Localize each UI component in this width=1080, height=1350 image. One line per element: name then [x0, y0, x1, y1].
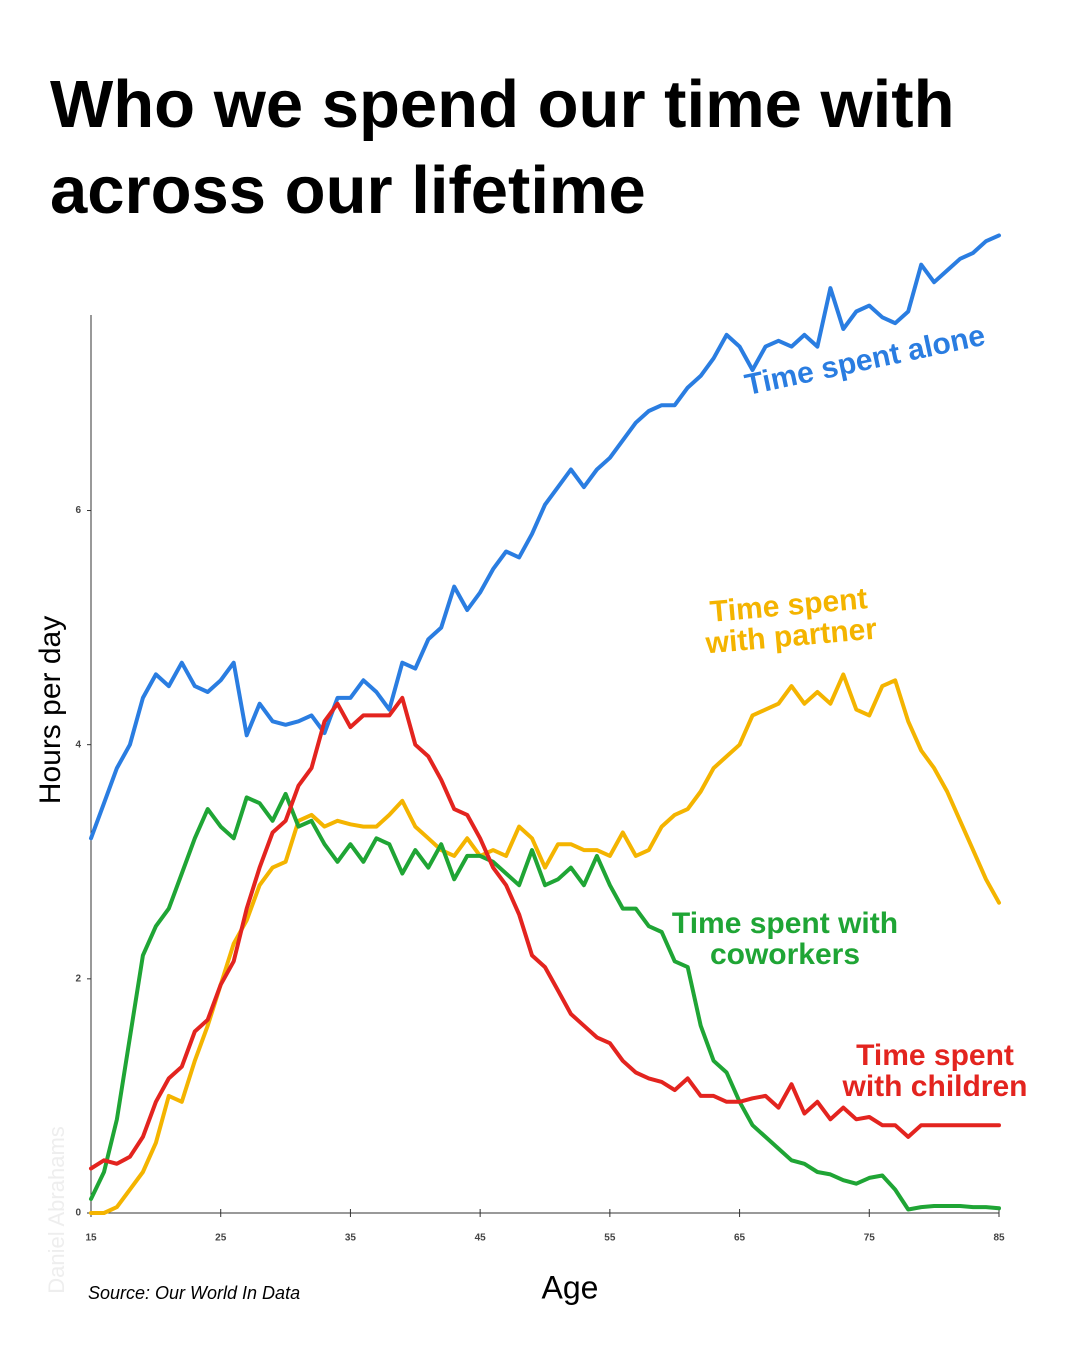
x-tick-label: 55	[604, 1233, 616, 1244]
y-tick-label: 6	[75, 505, 81, 516]
x-tick-label: 75	[864, 1233, 876, 1244]
x-tick-label: 65	[734, 1233, 746, 1244]
series-label: Time spent with coworkers	[671, 907, 899, 971]
y-tick-label: 4	[75, 739, 81, 750]
x-axis-label: Age	[542, 1269, 599, 1305]
y-tick-label: 0	[75, 1208, 81, 1219]
chart-title: Who we spend our time with across our li…	[50, 67, 955, 228]
series-line	[89, 233, 1001, 841]
x-tick-label: 85	[993, 1233, 1005, 1244]
source: Source: Our World In Data	[88, 1283, 300, 1303]
x-tick-label: 45	[475, 1233, 487, 1244]
series-line	[89, 695, 1001, 1171]
x-tick-label: 35	[345, 1233, 357, 1244]
y-tick-label: 2	[75, 973, 81, 984]
x-tick-label: 15	[85, 1233, 97, 1244]
series-label: Time spent with children	[842, 1039, 1028, 1103]
y-axis-label: Hours per day	[34, 616, 67, 804]
series-line	[89, 791, 1001, 1212]
credit: Daniel Abrahams	[44, 1126, 69, 1294]
x-tick-label: 25	[215, 1233, 227, 1244]
